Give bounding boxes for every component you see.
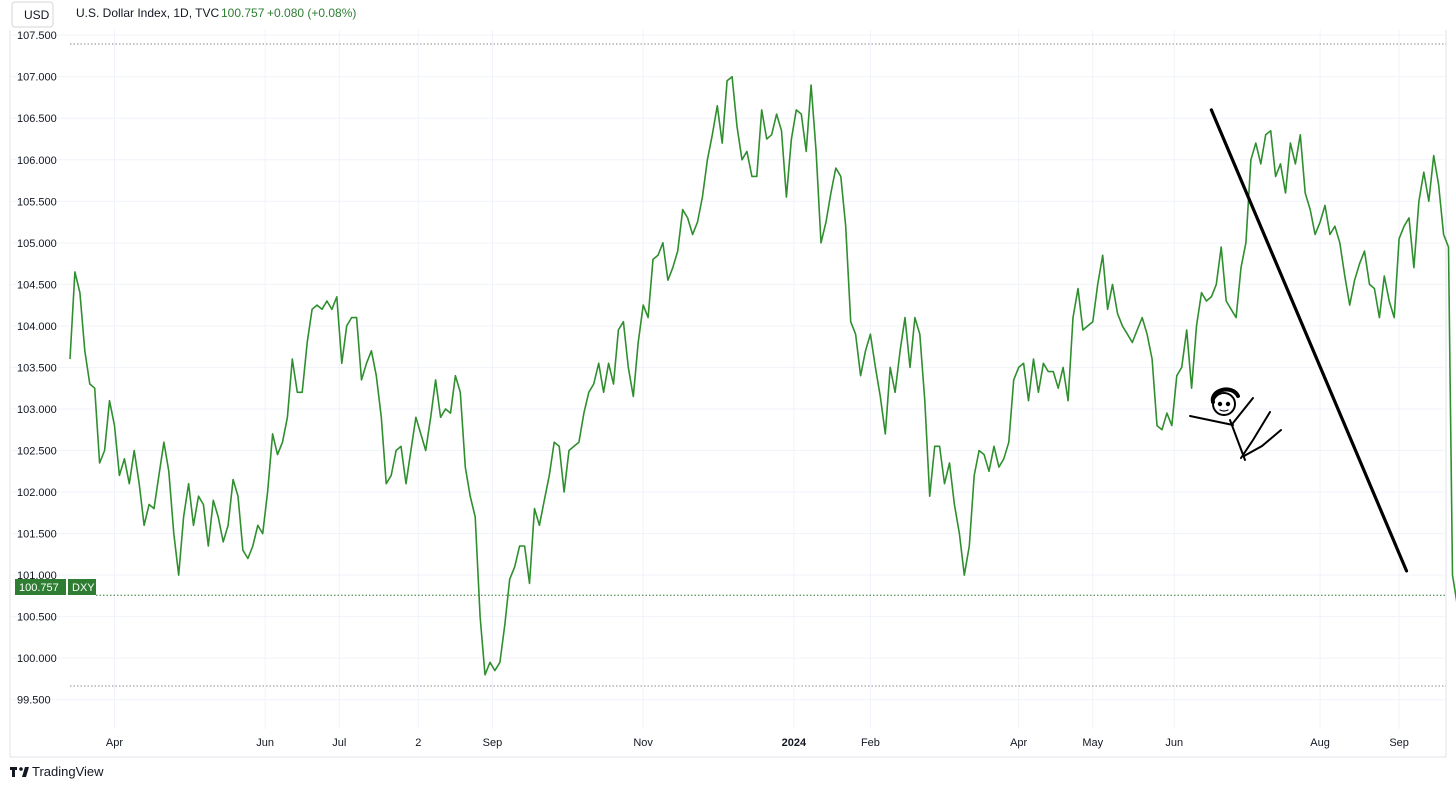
tradingview-logo[interactable]: TradingView <box>10 764 104 779</box>
drawn-trendline <box>1209 108 1409 573</box>
x-tick-label: Sep <box>483 737 503 749</box>
price-change: +0.080 (+0.08%) <box>267 6 356 20</box>
instrument-name: U.S. Dollar Index, 1D, TVC <box>76 6 219 20</box>
price-series-tail <box>1447 246 1456 602</box>
currency-label: USD <box>24 8 50 22</box>
y-tick-label: 100.000 <box>17 653 57 665</box>
price-series-line <box>69 75 1450 676</box>
overlays <box>70 43 1446 687</box>
y-tick-label: 104.000 <box>17 321 57 333</box>
symbol-label: DXY <box>72 582 95 594</box>
x-tick-label: Nov <box>633 737 653 749</box>
price-axis: 99.500100.000100.500101.000101.500102.00… <box>17 30 57 707</box>
x-tick-label: May <box>1082 737 1103 749</box>
y-tick-label: 102.500 <box>17 445 57 457</box>
y-tick-label: 99.500 <box>17 695 51 707</box>
x-tick-label: Jun <box>1165 737 1183 749</box>
y-tick-label: 106.500 <box>17 113 57 125</box>
x-tick-label: Aug <box>1310 737 1330 749</box>
x-tick-label: Apr <box>1010 737 1027 749</box>
current-price-value: 100.757 <box>19 582 59 594</box>
x-tick-label: Apr <box>106 737 123 749</box>
y-tick-label: 105.000 <box>17 238 57 250</box>
chart-header: USD U.S. Dollar Index, 1D, TVC 100.757 +… <box>11 1 356 28</box>
last-price: 100.757 <box>221 6 265 20</box>
x-tick-label: Jul <box>332 737 346 749</box>
y-tick-label: 105.500 <box>17 196 57 208</box>
y-tick-label: 100.500 <box>17 612 57 624</box>
currency-button[interactable] <box>11 1 54 28</box>
y-tick-label: 103.500 <box>17 362 57 374</box>
x-tick-label: Feb <box>861 737 880 749</box>
x-tick-label: 2 <box>415 737 421 749</box>
y-tick-label: 101.500 <box>17 529 57 541</box>
y-tick-label: 106.000 <box>17 155 57 167</box>
grid <box>9 30 1447 758</box>
y-tick-label: 107.000 <box>17 72 57 84</box>
tradingview-logo-icon <box>10 767 29 777</box>
y-tick-label: 102.000 <box>17 487 57 499</box>
x-tick-label: Jun <box>256 737 274 749</box>
y-tick-label: 104.500 <box>17 279 57 291</box>
y-tick-label: 103.000 <box>17 404 57 416</box>
brand-name: TradingView <box>32 764 104 779</box>
x-tick-label: 2024 <box>782 737 807 749</box>
stick-figure-drawing <box>1189 387 1282 461</box>
x-tick-label: Sep <box>1389 737 1409 749</box>
series <box>69 75 1456 676</box>
y-tick-label: 107.500 <box>17 30 57 42</box>
current-price-tag: 100.757 DXY <box>15 579 96 595</box>
time-axis: Apr Jun Jul 2 Sep Nov 2024 Feb Apr May Jun Aug Sep <box>106 737 1409 749</box>
